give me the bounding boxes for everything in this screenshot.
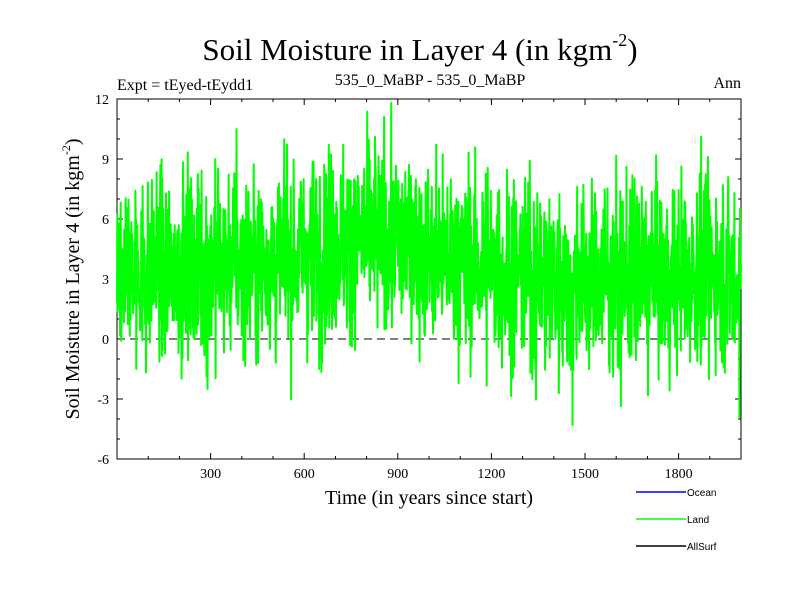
- chart-title-tail: ): [627, 32, 637, 67]
- legend: Ocean Land AllSurf: [636, 488, 717, 553]
- subtitle-center: 535_0_MaBP - 535_0_MaBP: [335, 72, 526, 89]
- legend-label-land: Land: [687, 515, 709, 526]
- y-axis-label-superscript: -2: [59, 145, 73, 155]
- x-tick-label: 1200: [477, 467, 505, 482]
- y-tick-label: 0: [102, 333, 109, 348]
- y-axis-label-tail: ): [62, 138, 84, 145]
- x-tick-label: 300: [200, 467, 221, 482]
- subtitle-left: Expt = tEyed-tEydd1: [117, 77, 253, 94]
- y-tick-label: -3: [97, 393, 109, 408]
- y-tick-label: 12: [95, 93, 109, 108]
- x-tick-label: 1800: [665, 467, 693, 482]
- y-tick-label: -6: [97, 453, 109, 468]
- x-tick-label: 1500: [571, 467, 599, 482]
- subtitle-right: Ann: [713, 75, 741, 92]
- y-tick-label: 6: [102, 213, 109, 228]
- land-series-line: [116, 102, 742, 426]
- y-axis-label: Soil Moisture in Layer 4 (in kgm-2): [59, 138, 84, 419]
- y-tick-label: 3: [102, 273, 109, 288]
- x-axis-label: Time (in years since start): [325, 487, 533, 509]
- legend-label-ocean: Ocean: [687, 488, 716, 499]
- x-tick-label: 900: [387, 467, 408, 482]
- chart-title-superscript: -2: [612, 30, 627, 50]
- y-tick-label: 9: [102, 153, 109, 168]
- chart-title: Soil Moisture in Layer 4 (in kgm-2): [202, 30, 637, 67]
- x-axis-ticks: 300 600 900 1200 1500 1800: [147, 99, 711, 482]
- x-tick-label: 600: [294, 467, 315, 482]
- legend-label-allsurf: AllSurf: [687, 542, 717, 553]
